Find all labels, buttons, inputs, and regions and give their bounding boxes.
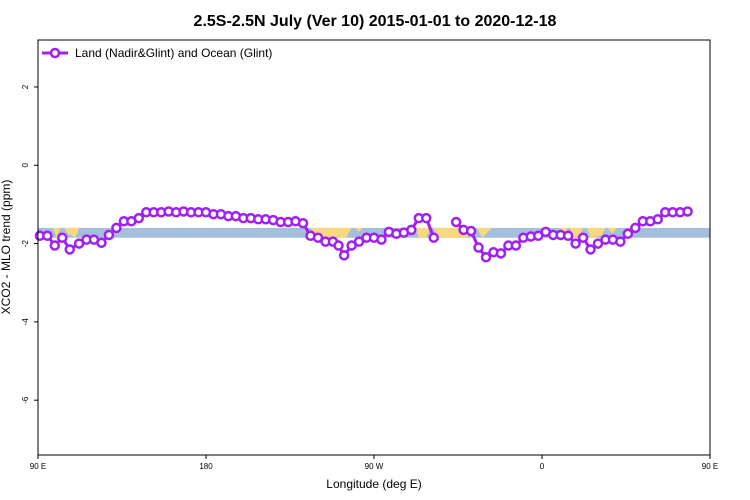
y-tick-label: -6 <box>21 396 30 404</box>
data-point <box>338 250 350 261</box>
x-tick-label: 0 <box>540 462 545 471</box>
land-patch <box>415 227 430 238</box>
data-point <box>465 225 477 237</box>
data-point <box>428 232 439 243</box>
y-tick-label: 0 <box>21 163 30 168</box>
land-patch <box>607 227 617 234</box>
legend-marker <box>49 47 61 59</box>
data-point <box>480 252 492 263</box>
data-point <box>49 240 61 251</box>
land-patch <box>52 227 61 238</box>
land-patch <box>355 227 363 232</box>
data-point <box>510 240 522 251</box>
x-tick-label: 90 E <box>30 462 46 471</box>
data-point <box>622 228 634 240</box>
data-point <box>577 232 589 243</box>
y-axis: 2 0 -2 -4 -6 <box>21 84 38 404</box>
data-point <box>406 224 417 236</box>
land-patch <box>64 227 80 238</box>
plot-frame <box>37 39 711 456</box>
chart-title: 2.5S-2.5N July (Ver 10) 2015-01-01 to 20… <box>194 13 557 30</box>
data-point <box>111 222 122 234</box>
data-point <box>333 240 344 251</box>
x-tick-label: 90 W <box>365 462 384 471</box>
legend: Land (Nadir&Glint) and Ocean (Glint) <box>42 46 272 60</box>
data-point <box>64 244 75 255</box>
x-axis: 90 E 180 90 W 0 90 E <box>30 455 718 471</box>
data-point <box>495 248 507 259</box>
data-point <box>450 216 462 228</box>
y-tick-label: -4 <box>21 318 30 326</box>
data-point <box>652 214 663 225</box>
data-point <box>585 244 596 255</box>
data-point <box>421 212 432 224</box>
legend-label: Land (Nadir&Glint) and Ocean (Glint) <box>75 46 272 60</box>
data-point <box>630 222 641 234</box>
data-point <box>570 238 581 249</box>
series-layer <box>34 206 693 263</box>
land-patch <box>560 227 569 234</box>
x-tick-label: 90 E <box>702 462 718 471</box>
y-tick-label: 2 <box>21 84 30 89</box>
data-point <box>682 206 693 217</box>
x-axis-label: Longitude (deg E) <box>326 477 421 491</box>
data-point <box>562 230 574 242</box>
x-tick-label: 180 <box>199 462 213 471</box>
land-patch <box>476 227 492 238</box>
y-axis-label: XCO2 - MLO trend (ppm) <box>0 180 13 315</box>
y-tick-label: -2 <box>21 239 30 247</box>
data-point <box>103 229 115 241</box>
data-point <box>57 232 68 243</box>
data-point <box>473 242 484 253</box>
data-point <box>42 230 53 242</box>
data-point <box>615 236 626 247</box>
data-point <box>297 217 309 229</box>
data-point <box>133 212 145 224</box>
data-point <box>376 234 387 245</box>
data-point <box>96 237 107 249</box>
land-patch <box>586 227 606 238</box>
